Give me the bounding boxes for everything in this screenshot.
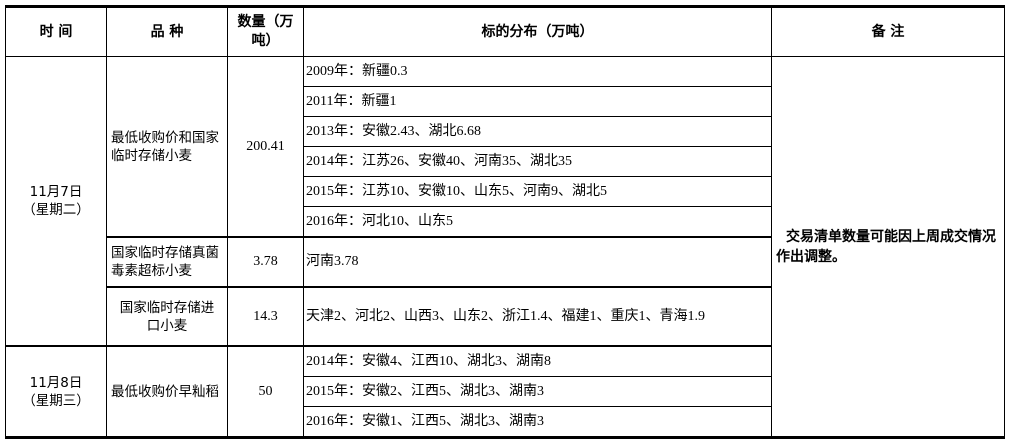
distribution-cell: 2015年：江苏10、安徽10、山东5、河南9、湖北5 [303,176,772,207]
header-remark: 备 注 [771,6,1005,57]
variety-cell: 最低收购价和国家临时存储小麦 [106,56,228,238]
header-variety: 品 种 [106,6,228,57]
distribution-cell: 天津2、河北2、山西3、山东2、浙江1.4、福建1、重庆1、青海1.9 [303,286,772,347]
header-row: 时 间 品 种 数量（万吨） 标的分布（万吨） 备 注 [5,6,1005,57]
distribution-cell: 2009年：新疆0.3 [303,56,772,87]
quantity-cell: 14.3 [227,286,304,347]
header-time: 时 间 [5,6,107,57]
remark-cell: 交易清单数量可能因上周成交情况作出调整。 [771,56,1005,438]
header-quantity: 数量（万吨） [227,6,304,57]
auction-schedule-table: 时 间 品 种 数量（万吨） 标的分布（万吨） 备 注 11月7日 （星期二） 最… [5,5,1005,439]
variety-cell: 最低收购价早籼稻 [106,345,228,438]
date-cell: 11月7日 （星期二） [5,56,107,347]
table-row: 2016年：河北10、山东5 [6,206,1005,238]
variety-cell: 国家临时存储真菌毒素超标小麦 [106,236,228,288]
distribution-cell: 2016年：河北10、山东5 [303,206,772,238]
variety-cell: 国家临时存储进口小麦 [106,286,228,347]
distribution-cell: 2014年：安徽4、江西10、湖北3、湖南8 [303,345,772,377]
table-row: 国家临时存储真菌毒素超标小麦 3.78 河南3.78 [6,236,1005,288]
table-row: 2015年：安徽2、江西5、湖北3、湖南3 [6,376,1005,407]
date-cell: 11月8日 （星期三） [5,345,107,438]
table-row: 2011年：新疆1 [6,86,1005,117]
header-distribution: 标的分布（万吨） [303,6,772,57]
distribution-cell: 2015年：安徽2、江西5、湖北3、湖南3 [303,376,772,407]
distribution-cell: 河南3.78 [303,236,772,288]
quantity-cell: 3.78 [227,236,304,288]
distribution-cell: 2016年：安徽1、江西5、湖北3、湖南3 [303,406,772,438]
distribution-cell: 2013年：安徽2.43、湖北6.68 [303,116,772,147]
quantity-cell: 50 [227,345,304,438]
distribution-cell: 2011年：新疆1 [303,86,772,117]
table-row: 2016年：安徽1、江西5、湖北3、湖南3 [6,406,1005,438]
distribution-cell: 2014年：江苏26、安徽40、河南35、湖北35 [303,146,772,177]
table-row: 2013年：安徽2.43、湖北6.68 [6,116,1005,147]
table-row: 11月7日 （星期二） 最低收购价和国家临时存储小麦 200.41 2009年：新… [5,56,1005,438]
quantity-cell: 200.41 [227,56,304,238]
table-row: 2015年：江苏10、安徽10、山东5、河南9、湖北5 [6,176,1005,207]
